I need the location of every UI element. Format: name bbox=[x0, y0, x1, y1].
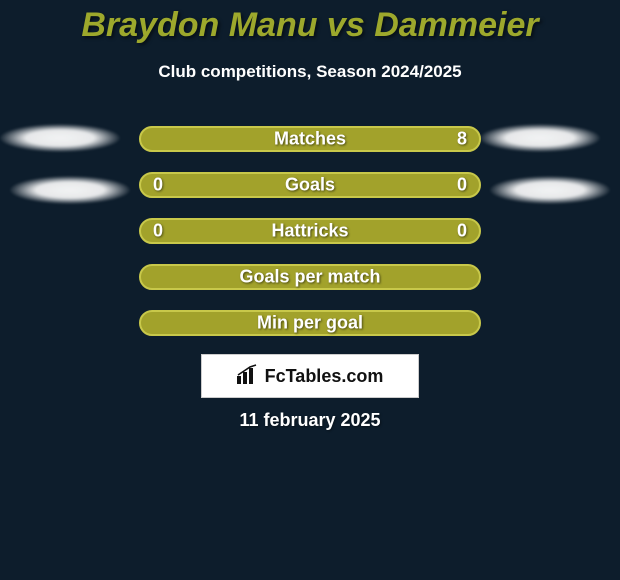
stat-label: Goals per match bbox=[141, 267, 479, 288]
stat-bar: Hattricks0 0 bbox=[139, 218, 481, 244]
stat-bar: Matches8 bbox=[139, 126, 481, 152]
stat-label: Hattricks bbox=[141, 221, 479, 242]
highlight-ellipse bbox=[490, 176, 610, 204]
stat-right-value: 0 bbox=[457, 221, 467, 242]
page-title: Braydon Manu vs Dammeier bbox=[0, 6, 620, 45]
stat-label: Goals bbox=[141, 175, 479, 196]
stat-left-value: 0 bbox=[153, 221, 163, 242]
stat-label: Min per goal bbox=[141, 313, 479, 334]
stat-right-value: 0 bbox=[457, 175, 467, 196]
stat-right-value: 8 bbox=[457, 129, 467, 150]
highlight-ellipse bbox=[480, 124, 600, 152]
highlight-ellipse bbox=[0, 124, 120, 152]
highlight-ellipse bbox=[10, 176, 130, 204]
stat-label: Matches bbox=[141, 129, 479, 150]
subtitle: Club competitions, Season 2024/2025 bbox=[0, 62, 620, 82]
date-text: 11 february 2025 bbox=[0, 410, 620, 431]
stat-left-value: 0 bbox=[153, 175, 163, 196]
logo-card: FcTables.com bbox=[201, 354, 419, 398]
stat-bar: Min per goal bbox=[139, 310, 481, 336]
stat-bar: Goals0 0 bbox=[139, 172, 481, 198]
chart-bars-icon bbox=[237, 364, 259, 389]
stat-bar: Goals per match bbox=[139, 264, 481, 290]
logo-text: FcTables.com bbox=[265, 366, 384, 387]
